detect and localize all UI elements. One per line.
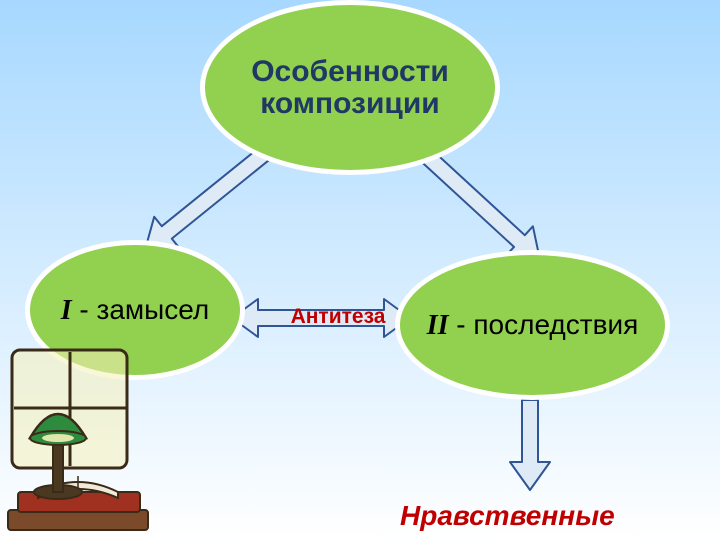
node-right-label: II - последствия: [417, 304, 649, 346]
node-left-label: I - замысел: [51, 289, 220, 331]
antithesis-label: Антитеза: [268, 305, 408, 329]
lamp-books-icon: [0, 342, 155, 540]
node-right: II - последствия: [395, 250, 670, 400]
diagram-stage: Особенности композиции I - замысел II - …: [0, 0, 720, 540]
node-top: Особенности композиции: [200, 0, 500, 175]
bottom-text: Нравственные: [400, 500, 615, 532]
node-top-label: Особенности композиции: [205, 50, 495, 125]
